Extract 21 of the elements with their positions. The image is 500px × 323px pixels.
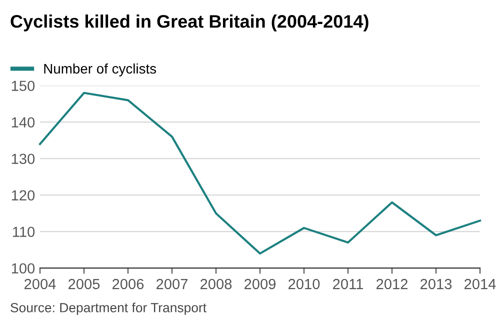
y-tick-label: 150 bbox=[12, 80, 35, 92]
x-tick-label: 2010 bbox=[288, 278, 320, 290]
legend-label: Number of cyclists bbox=[44, 63, 156, 76]
x-tick-label: 2004 bbox=[24, 278, 56, 290]
source-note: Source: Department for Transport bbox=[10, 302, 206, 315]
line-series bbox=[38, 92, 482, 255]
x-tick-label: 2007 bbox=[156, 278, 188, 290]
chart-title: Cyclists killed in Great Britain (2004-2014) bbox=[10, 14, 368, 32]
y-tick-label: 120 bbox=[12, 190, 35, 201]
x-tick-label: 2012 bbox=[376, 278, 408, 290]
x-tick-label: 2014 bbox=[464, 278, 496, 290]
y-tick-label: 100 bbox=[12, 263, 35, 274]
x-tick-label: 2013 bbox=[420, 278, 452, 290]
y-tick-label: 130 bbox=[12, 154, 35, 164]
y-tick-label: 140 bbox=[12, 117, 35, 128]
x-tick-label: 2009 bbox=[244, 278, 276, 290]
x-tick-label: 2008 bbox=[200, 278, 232, 290]
y-tick-label: 110 bbox=[12, 226, 35, 238]
x-tick-label: 2005 bbox=[68, 278, 100, 290]
x-tick-label: 2011 bbox=[333, 278, 363, 290]
x-tick-label: 2006 bbox=[112, 278, 144, 290]
